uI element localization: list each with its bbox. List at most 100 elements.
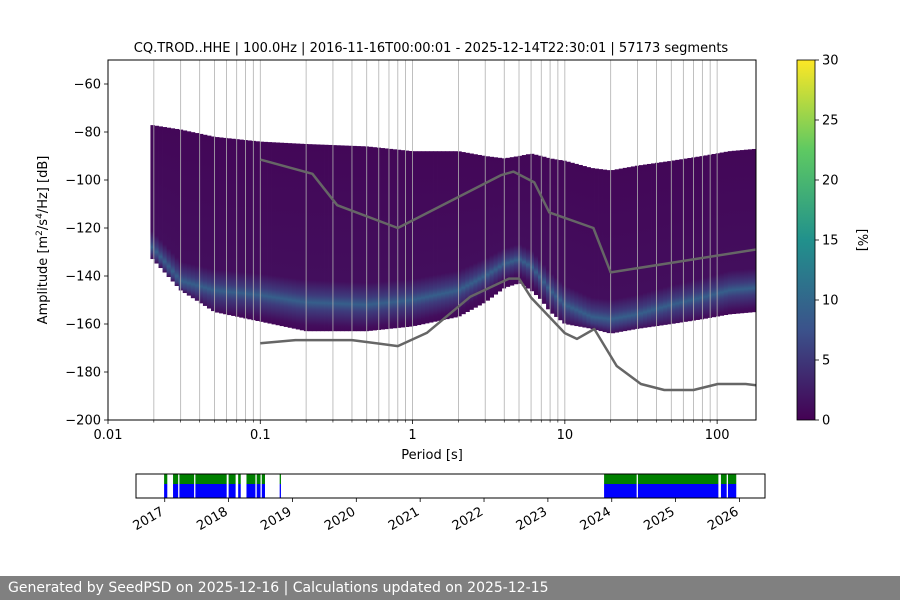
heat-column	[291, 143, 297, 329]
heat-column	[469, 153, 474, 310]
timeline-coverage-bottom	[604, 484, 637, 498]
heat-column	[570, 162, 575, 326]
heat-column	[311, 144, 317, 332]
heat-column	[574, 163, 579, 327]
heat-column	[485, 156, 490, 301]
heat-column	[558, 160, 563, 321]
heat-column	[360, 146, 365, 332]
timeline-coverage-bottom	[238, 484, 241, 498]
heat-column	[465, 152, 470, 312]
timeline-coverage-top	[195, 474, 227, 484]
heat-column	[497, 157, 503, 292]
heat-column	[735, 150, 741, 314]
timeline-coverage-bottom	[279, 484, 281, 498]
colorbar-label: [%]	[854, 229, 869, 252]
heat-column	[271, 142, 276, 325]
heat-column	[433, 151, 438, 322]
heat-column	[667, 161, 672, 325]
heat-column	[449, 151, 454, 319]
heat-column	[651, 163, 656, 327]
heat-column	[400, 150, 406, 328]
heat-column	[287, 143, 293, 328]
heat-column	[675, 159, 680, 324]
timeline-coverage-top	[164, 474, 168, 484]
heat-column	[320, 144, 325, 332]
heat-column	[743, 149, 749, 313]
heat-column	[150, 125, 155, 260]
heat-column	[590, 168, 595, 330]
timeline-coverage-top	[727, 474, 737, 484]
heat-column	[703, 155, 708, 319]
heat-column	[396, 149, 402, 328]
heat-column	[344, 145, 349, 332]
heat-column	[642, 164, 648, 328]
noise-model-low-line	[260, 277, 756, 392]
y-tick-label: −60	[74, 78, 101, 93]
heat-column	[517, 155, 523, 284]
heat-column	[275, 142, 281, 326]
heat-column	[154, 125, 159, 264]
heat-column	[586, 167, 591, 329]
y-axis-label-superscript: 2	[35, 230, 45, 236]
heat-column	[578, 164, 583, 327]
y-axis: −60 −80 −100 −120 −140 −160 −180 −200	[65, 78, 108, 429]
timeline-year-label: 2019	[258, 504, 294, 534]
y-tick-label: −200	[65, 414, 101, 429]
heat-column	[679, 159, 684, 323]
heat-column	[263, 141, 268, 323]
timeline-coverage-bottom	[246, 484, 256, 498]
heat-column	[408, 151, 414, 327]
heat-column	[416, 151, 422, 326]
heat-column	[719, 152, 725, 316]
colorbar-axis: 0 5 10 15 20 25 30	[815, 54, 839, 429]
heat-column	[751, 148, 756, 313]
heat-column	[562, 160, 567, 324]
period-grid	[108, 60, 718, 420]
timeline-year-axis: 2017 2018 2019 2020 2021 2022 2023 2024 2025 2026	[131, 498, 741, 534]
heat-column	[219, 137, 224, 314]
timeline-coverage-top	[604, 474, 637, 484]
heat-column	[606, 170, 612, 334]
heat-column	[166, 127, 172, 278]
heat-column	[215, 137, 220, 313]
colorbar-tick-label: 15	[822, 234, 839, 249]
heat-column	[356, 146, 361, 332]
heat-column	[235, 139, 240, 317]
heat-column	[295, 143, 301, 330]
timeline-coverage-top	[238, 474, 241, 484]
heat-column	[626, 167, 632, 331]
heat-column	[445, 151, 450, 320]
heat-column	[283, 142, 289, 327]
heat-column	[533, 154, 539, 296]
psd-heatmap	[150, 125, 756, 334]
heat-column	[723, 151, 729, 316]
timeline-year-label: 2024	[578, 504, 614, 534]
colorbar	[796, 59, 816, 421]
data-availability-timeline	[164, 474, 737, 498]
heat-column	[227, 138, 232, 316]
heat-column	[247, 140, 252, 320]
noise-models	[259, 158, 756, 392]
heat-column	[481, 155, 486, 304]
heat-column	[731, 150, 737, 314]
y-axis-label-part: Amplitude [m	[36, 236, 51, 325]
heat-column	[655, 162, 660, 327]
heat-column	[618, 168, 624, 332]
heat-column	[174, 128, 180, 286]
heat-column	[461, 152, 466, 315]
x-axis: 0.01 0.1 1 10 100	[94, 420, 730, 443]
heat-column	[429, 151, 434, 323]
heat-column	[441, 151, 446, 320]
x-tick-label: 0.1	[250, 428, 271, 443]
colorbar-tick-label: 20	[822, 174, 839, 189]
timeline-coverage-top	[720, 474, 727, 484]
x-tick-label: 10	[557, 428, 574, 443]
heat-column	[687, 158, 692, 322]
heat-column	[695, 156, 700, 320]
heat-column	[194, 133, 200, 301]
y-tick-label: −120	[65, 222, 101, 237]
x-tick-label: 1	[408, 428, 416, 443]
heat-column	[170, 128, 176, 282]
heat-column	[182, 130, 188, 294]
